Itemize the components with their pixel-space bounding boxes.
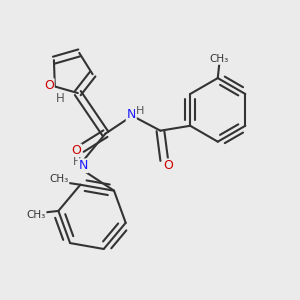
Text: CH₃: CH₃ [26, 210, 46, 220]
Text: N: N [127, 108, 136, 122]
Text: CH₃: CH₃ [49, 174, 69, 184]
Text: CH₃: CH₃ [210, 54, 229, 64]
Text: N: N [78, 159, 88, 172]
Text: H: H [73, 157, 81, 167]
Text: O: O [71, 144, 81, 158]
Text: H: H [56, 92, 64, 105]
Text: O: O [44, 79, 54, 92]
Text: H: H [136, 106, 144, 116]
Text: O: O [163, 159, 173, 172]
